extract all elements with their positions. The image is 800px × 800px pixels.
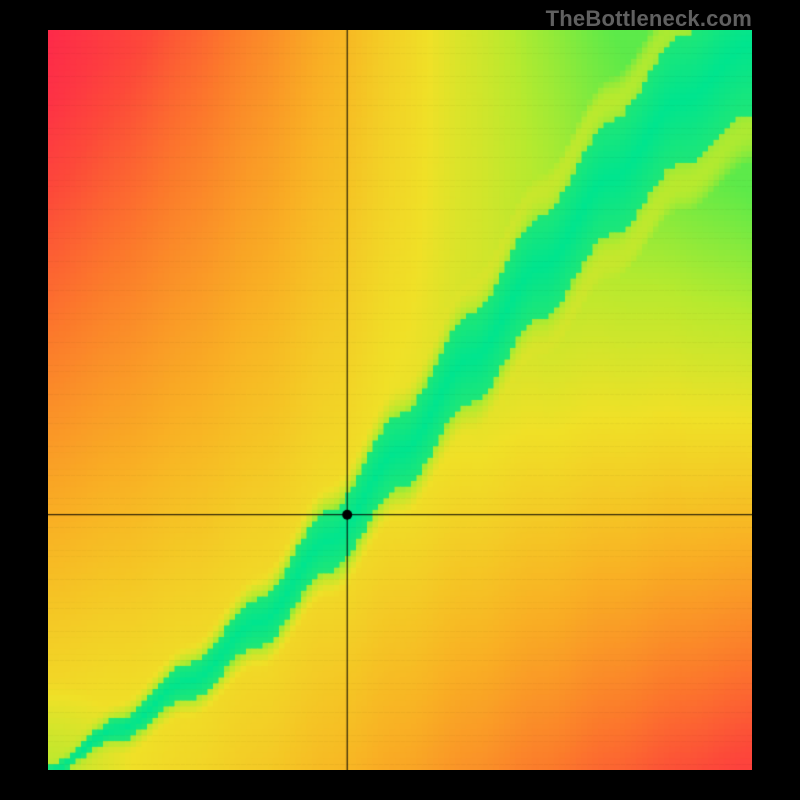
heatmap-canvas (48, 30, 752, 770)
chart-container: TheBottleneck.com (0, 0, 800, 800)
watermark-text: TheBottleneck.com (546, 6, 752, 32)
heatmap-plot (48, 30, 752, 770)
